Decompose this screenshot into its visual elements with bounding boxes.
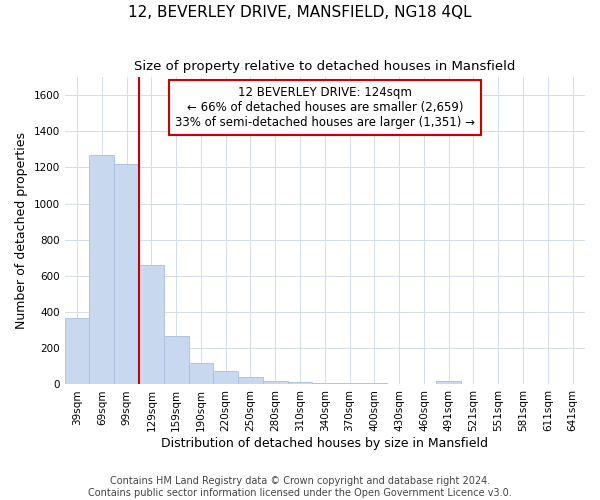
Bar — [313, 382, 337, 384]
Title: Size of property relative to detached houses in Mansfield: Size of property relative to detached ho… — [134, 60, 515, 73]
Text: 12 BEVERLEY DRIVE: 124sqm
← 66% of detached houses are smaller (2,659)
33% of se: 12 BEVERLEY DRIVE: 124sqm ← 66% of detac… — [175, 86, 475, 129]
Bar — [65, 318, 89, 384]
Bar — [114, 164, 139, 384]
Bar — [362, 382, 387, 384]
Bar — [287, 382, 313, 384]
Y-axis label: Number of detached properties: Number of detached properties — [15, 132, 28, 329]
Bar — [436, 381, 461, 384]
Bar — [238, 377, 263, 384]
Bar — [139, 265, 164, 384]
Bar — [188, 363, 214, 384]
Bar — [337, 382, 362, 384]
Bar — [89, 154, 114, 384]
Text: Contains HM Land Registry data © Crown copyright and database right 2024.
Contai: Contains HM Land Registry data © Crown c… — [88, 476, 512, 498]
Bar — [164, 336, 188, 384]
Bar — [263, 381, 287, 384]
X-axis label: Distribution of detached houses by size in Mansfield: Distribution of detached houses by size … — [161, 437, 488, 450]
Bar — [214, 371, 238, 384]
Text: 12, BEVERLEY DRIVE, MANSFIELD, NG18 4QL: 12, BEVERLEY DRIVE, MANSFIELD, NG18 4QL — [128, 5, 472, 20]
